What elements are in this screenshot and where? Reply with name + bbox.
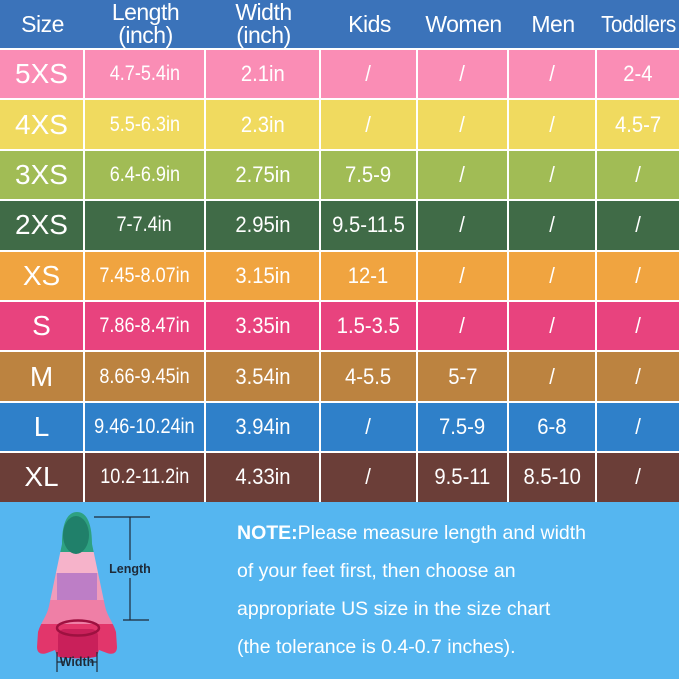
note-line-2: of your feet first, then choose an bbox=[237, 560, 516, 582]
kids-cell: / bbox=[321, 453, 416, 502]
note-line-4: (the tolerance is 0.4-0.7 inches). bbox=[237, 636, 516, 658]
men-cell: / bbox=[509, 201, 595, 250]
men-cell: 6-8 bbox=[509, 402, 595, 452]
men-cell: / bbox=[509, 352, 595, 401]
kids-cell: 12-1 bbox=[321, 251, 416, 300]
column-header-width: Width (inch) bbox=[235, 0, 292, 48]
kids-cell: 7.5-9 bbox=[321, 150, 416, 200]
size-cell: 4XS bbox=[0, 100, 83, 149]
table-body: 5XS 4.7-5.4in 2.1in / //2-4 4XS 5.5-6.3in 2.3in… bbox=[0, 48, 679, 502]
width-cell: 3.54in bbox=[206, 352, 319, 401]
table-header: Size Length (inch) Width (inch) Kids Women… bbox=[0, 0, 679, 48]
toddlers-cell: / bbox=[597, 453, 679, 502]
length-cell: 8.66-9.45in bbox=[85, 352, 204, 401]
women-cell: / bbox=[418, 301, 507, 351]
width-cell: 4.33in bbox=[206, 453, 319, 502]
women-cell: 7.5-9 bbox=[418, 402, 507, 452]
toddlers-cell: / bbox=[597, 251, 679, 300]
kids-cell: / bbox=[321, 402, 416, 452]
toddlers-cell: / bbox=[597, 301, 679, 351]
column-header-kids: Kids bbox=[348, 10, 391, 37]
length-cell: 10.2-11.2in bbox=[85, 453, 204, 502]
size-cell: XS bbox=[0, 251, 83, 300]
size-cell: L bbox=[0, 402, 83, 452]
kids-cell: / bbox=[321, 50, 416, 99]
toddlers-cell: / bbox=[597, 150, 679, 200]
length-cell: 6.4-6.9in bbox=[85, 150, 204, 200]
women-cell: / bbox=[418, 100, 507, 149]
column-header-toddlers: Toddlers bbox=[600, 10, 676, 37]
length-cell: 7.86-8.47in bbox=[85, 301, 204, 351]
men-cell: / bbox=[509, 150, 595, 200]
width-cell: 3.94in bbox=[206, 402, 319, 452]
measurement-lines bbox=[56, 516, 150, 672]
column-header-women: Women bbox=[425, 10, 502, 37]
men-cell: / bbox=[509, 50, 595, 99]
size-cell: S bbox=[0, 301, 83, 351]
note-line-1: NOTE:Please measure length and width bbox=[237, 522, 587, 544]
toddlers-cell: / bbox=[597, 352, 679, 401]
note-section: Length Width NOTE:Please measure length … bbox=[0, 502, 679, 679]
toddlers-cell: / bbox=[597, 402, 679, 452]
column-header-size: Size bbox=[21, 10, 64, 37]
women-cell: / bbox=[418, 50, 507, 99]
length-cell: 5.5-6.3in bbox=[85, 100, 204, 149]
women-cell: / bbox=[418, 150, 507, 200]
women-cell: / bbox=[418, 201, 507, 250]
size-chart-table: Size Length (inch) Width (inch) Kids Women… bbox=[0, 0, 679, 502]
toddlers-cell: 2-4 bbox=[597, 50, 679, 99]
length-label: Length bbox=[109, 562, 151, 576]
women-cell: 5-7 bbox=[418, 352, 507, 401]
kids-cell: 1.5-3.5 bbox=[321, 301, 416, 351]
note-text: NOTE:Please measure length and width of … bbox=[237, 514, 586, 666]
size-cell: XL bbox=[0, 453, 83, 502]
women-cell: 9.5-11 bbox=[418, 453, 507, 502]
toddlers-cell: / bbox=[597, 201, 679, 250]
width-cell: 2.1in bbox=[206, 50, 319, 99]
length-cell: 7.45-8.07in bbox=[85, 251, 204, 300]
size-cell: 2XS bbox=[0, 201, 83, 250]
width-cell: 3.35in bbox=[206, 301, 319, 351]
toddlers-cell: 4.5-7 bbox=[597, 100, 679, 149]
kids-cell: / bbox=[321, 100, 416, 149]
men-cell: / bbox=[509, 301, 595, 351]
width-cell: 2.95in bbox=[206, 201, 319, 250]
column-header-length: Length (inch) bbox=[111, 0, 180, 48]
width-cell: 3.15in bbox=[206, 251, 319, 300]
width-cell: 2.3in bbox=[206, 100, 319, 149]
length-cell: 7-7.4in bbox=[85, 201, 204, 250]
size-cell: 5XS bbox=[0, 50, 83, 99]
kids-cell: 4-5.5 bbox=[321, 352, 416, 401]
size-cell: 3XS bbox=[0, 150, 83, 200]
note-line-3: appropriate US size in the size chart bbox=[237, 598, 551, 620]
width-cell: 2.75in bbox=[206, 150, 319, 200]
column-header-men: Men bbox=[531, 10, 575, 37]
men-cell: 8.5-10 bbox=[509, 453, 595, 502]
length-cell: 9.46-10.24in bbox=[85, 402, 204, 452]
kids-cell: 9.5-11.5 bbox=[321, 201, 416, 250]
fin-illustration: Length Width bbox=[37, 512, 151, 672]
size-cell: M bbox=[0, 352, 83, 401]
length-cell: 4.7-5.4in bbox=[85, 50, 204, 99]
men-cell: / bbox=[509, 251, 595, 300]
width-label: Width bbox=[60, 655, 95, 669]
men-cell: / bbox=[509, 100, 595, 149]
women-cell: / bbox=[418, 251, 507, 300]
